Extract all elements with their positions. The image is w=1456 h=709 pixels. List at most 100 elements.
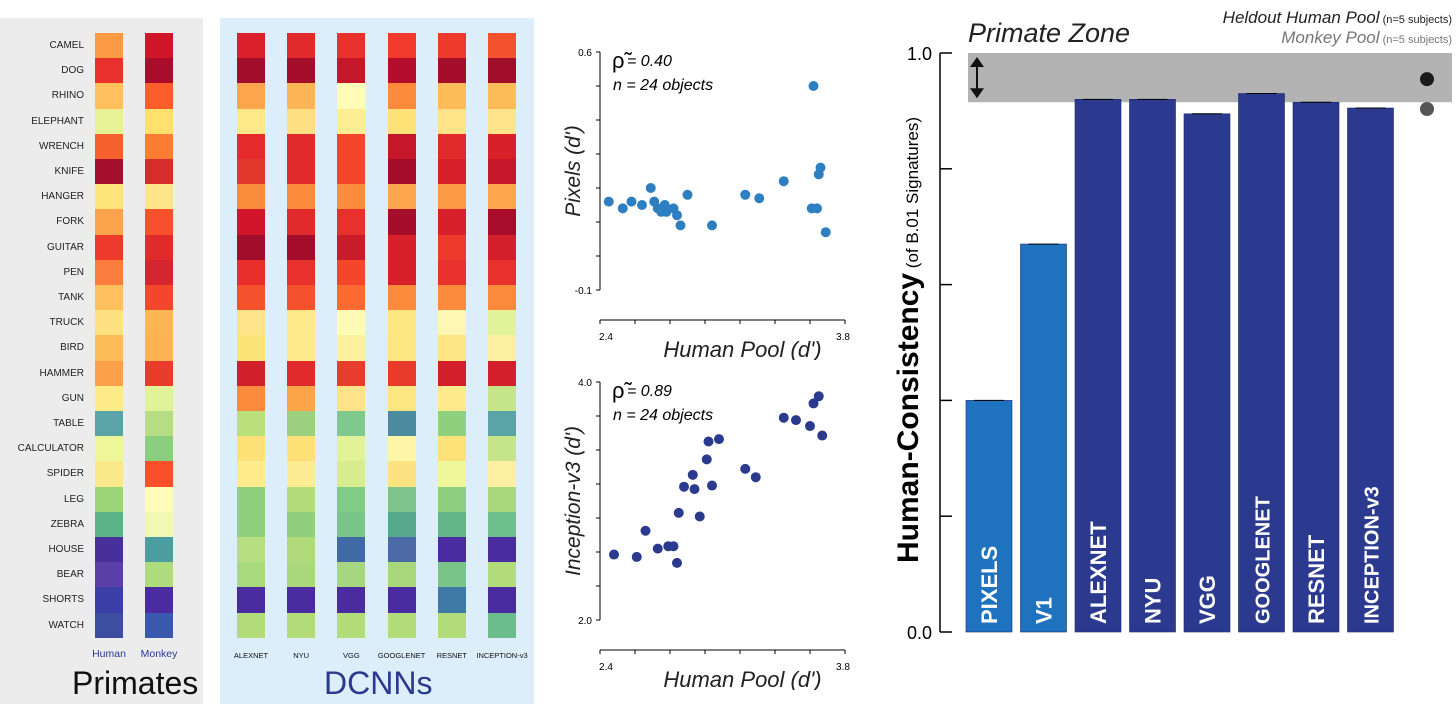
cell-vgg-hammer: [337, 360, 366, 387]
cell-human-dog: [95, 58, 123, 84]
cell-monkey-knife: [145, 159, 173, 185]
zone-arrow-down: [970, 88, 984, 99]
y-tick-label-max: 0.6: [578, 48, 592, 59]
cell-monkey-shorts: [145, 587, 173, 614]
data-point-7: [673, 507, 684, 518]
cell-human-truck: [95, 310, 123, 336]
cell-alexnet-fork: [237, 209, 265, 236]
data-point-18: [808, 81, 819, 91]
row-label-bird: BIRD: [60, 342, 84, 354]
cell-monkey-dog: [145, 58, 173, 84]
data-point-22: [813, 391, 824, 402]
primate-zone-label: Primate Zone: [968, 18, 1130, 48]
primates-title: Primates: [72, 665, 199, 701]
cell-googlenet-hammer: [387, 360, 416, 387]
cell-googlenet-wrench: [387, 133, 416, 160]
cell-alexnet-tank: [237, 285, 265, 311]
cell-resnet-truck: [437, 310, 466, 336]
data-point-13: [703, 436, 714, 447]
col-label-human: Human: [92, 648, 126, 660]
bar-alexnet: [1074, 99, 1122, 633]
cell-vgg-elephant: [337, 108, 366, 135]
bar-inception-v3: [1347, 107, 1394, 633]
data-point-21: [808, 398, 819, 409]
cell-alexnet-bear: [237, 562, 265, 588]
cell-alexnet-pen: [237, 259, 265, 286]
row-label-calculator: CALCULATOR: [17, 443, 84, 455]
data-point-0: [609, 549, 619, 560]
col-label-resnet: RESNET: [436, 651, 467, 660]
cell-human-watch: [95, 612, 123, 639]
data-point-0: [603, 196, 614, 207]
human-consistency-bar-chart: 1.0 0.0 Human-Consistency (of B.01 Signatu…: [892, 8, 1452, 643]
cell-human-calculator: [95, 436, 123, 462]
col-label-googlenet: GOOGLENET: [377, 651, 426, 660]
cell-nyu-truck: [287, 310, 316, 336]
cell-googlenet-watch: [387, 612, 416, 639]
cell-monkey-spider: [145, 461, 173, 488]
cell-resnet-calculator: [437, 436, 466, 462]
cell-resnet-bear: [437, 562, 466, 588]
cell-inception-v3-camel: [488, 33, 516, 59]
cell-monkey-hanger: [145, 184, 173, 210]
row-label-knife: KNIFE: [54, 166, 84, 177]
cell-monkey-hammer: [145, 360, 173, 387]
cell-human-zebra: [95, 511, 123, 538]
cell-resnet-knife: [437, 159, 466, 185]
cell-resnet-hanger: [437, 184, 466, 210]
rho-value: = 0.89: [627, 383, 672, 400]
cell-inception-v3-tank: [488, 285, 516, 311]
cell-inception-v3-elephant: [488, 108, 516, 135]
cell-human-hammer: [95, 360, 123, 387]
cell-monkey-fork: [145, 209, 173, 236]
cell-alexnet-hammer: [237, 360, 265, 387]
cell-nyu-fork: [287, 209, 316, 236]
cell-nyu-guitar: [287, 234, 316, 261]
cell-monkey-wrench: [145, 133, 173, 160]
cell-monkey-guitar: [145, 234, 173, 261]
bar-googlenet: [1238, 93, 1285, 633]
cell-monkey-table: [145, 411, 173, 437]
primate-zone-band: [968, 53, 1452, 103]
data-point-13: [682, 189, 693, 200]
row-label-watch: WATCH: [48, 619, 84, 631]
cell-human-knife: [95, 159, 123, 185]
cell-googlenet-tank: [387, 285, 416, 311]
x-tick-label-min: 2.4: [599, 332, 613, 343]
data-point-3: [637, 200, 647, 210]
cell-human-camel: [95, 33, 123, 59]
cell-human-table: [95, 411, 123, 437]
cell-resnet-guitar: [437, 234, 466, 261]
cell-vgg-tank: [337, 285, 366, 311]
cell-googlenet-truck: [387, 310, 416, 336]
data-point-2: [640, 525, 651, 536]
cell-human-fork: [95, 209, 123, 236]
row-label-dog: DOG: [61, 65, 84, 77]
cell-alexnet-rhino: [237, 83, 265, 110]
cell-nyu-watch: [287, 612, 316, 639]
data-point-12: [675, 220, 686, 231]
cell-monkey-zebra: [145, 511, 173, 538]
data-point-8: [679, 481, 689, 492]
cell-vgg-gun: [337, 385, 366, 412]
data-point-4: [645, 183, 656, 193]
n-objects: n = 24 objects: [613, 77, 713, 94]
cell-nyu-wrench: [287, 133, 316, 160]
cell-nyu-calculator: [287, 436, 316, 462]
cell-inception-v3-watch: [488, 612, 516, 639]
cell-nyu-bear: [287, 562, 316, 588]
cell-inception-v3-knife: [488, 159, 516, 185]
cell-nyu-zebra: [287, 511, 316, 538]
bar-label-resnet: RESNET: [1304, 534, 1329, 624]
row-label-gun: GUN: [61, 392, 84, 404]
cell-vgg-guitar: [337, 234, 366, 261]
cell-vgg-calculator: [337, 436, 366, 462]
data-point-22: [820, 227, 831, 238]
cell-monkey-calculator: [145, 436, 173, 462]
cell-inception-v3-leg: [488, 486, 516, 513]
cell-inception-v3-table: [488, 411, 516, 437]
cell-googlenet-bird: [387, 335, 416, 362]
cell-human-spider: [95, 461, 123, 488]
col-label-alexnet: ALEXNET: [233, 651, 269, 660]
cell-inception-v3-dog: [488, 58, 516, 84]
